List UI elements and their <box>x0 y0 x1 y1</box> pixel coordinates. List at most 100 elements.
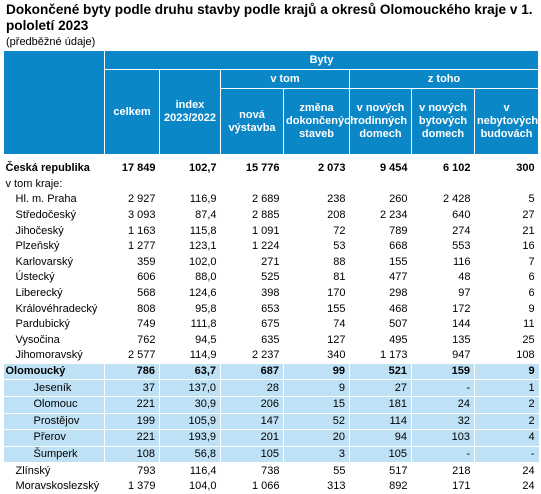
cell-rodinne: 27 <box>350 380 412 397</box>
cell-celkem: 793 <box>105 463 160 479</box>
cell-bytove: 159 <box>412 364 475 380</box>
cell-zmena: 20 <box>284 430 350 447</box>
cell-index: 193,9 <box>160 430 221 447</box>
cell-zmena: 81 <box>284 270 350 286</box>
header-celkem: celkem <box>105 70 160 155</box>
cell-zmena: 155 <box>284 301 350 317</box>
cell-bytove: - <box>412 380 475 397</box>
cell-bytove: 24 <box>412 396 475 413</box>
header-index: index 2023/2022 <box>160 70 221 155</box>
cell-rodinne: 521 <box>350 364 412 380</box>
cell-nebytove: 2 <box>475 396 539 413</box>
cell-rodinne: 155 <box>350 255 412 271</box>
row-label: Královéhradecký <box>4 301 105 317</box>
row-label: Jihomoravský <box>4 348 105 364</box>
cell-rodinne <box>350 177 412 193</box>
cell-celkem: 108 <box>105 446 160 463</box>
cell-bytove: 116 <box>412 255 475 271</box>
cell-bytove: 553 <box>412 239 475 255</box>
cell-nebytove: 24 <box>475 479 539 494</box>
cell-zmena: 313 <box>284 479 350 494</box>
row-label: Šumperk <box>4 446 105 463</box>
cell-nova: 147 <box>221 413 284 430</box>
row-label: Prostějov <box>4 413 105 430</box>
cell-celkem: 808 <box>105 301 160 317</box>
cell-bytove: 274 <box>412 223 475 239</box>
row-label: Moravskoslezský <box>4 479 105 494</box>
row-label: Pardubický <box>4 317 105 333</box>
cell-nebytove <box>475 177 539 193</box>
cell-nebytove: 27 <box>475 208 539 224</box>
cell-nebytove: 4 <box>475 430 539 447</box>
cell-nova: 1 224 <box>221 239 284 255</box>
row-label: Středočeský <box>4 208 105 224</box>
cell-nova: 206 <box>221 396 284 413</box>
table-title: Dokončené byty podle druhu stavby podle … <box>6 2 536 34</box>
cell-nova: 1 091 <box>221 223 284 239</box>
cell-bytove: 171 <box>412 479 475 494</box>
cell-nova: 201 <box>221 430 284 447</box>
cell-rodinne: 789 <box>350 223 412 239</box>
cell-celkem: 2 927 <box>105 192 160 208</box>
cell-nebytove: 300 <box>475 161 539 177</box>
cell-index: 137,0 <box>160 380 221 397</box>
cell-zmena: 3 <box>284 446 350 463</box>
cell-nebytove: - <box>475 446 539 463</box>
header-v-nebytovych: v nebytových budovách <box>475 89 539 155</box>
cell-nova: 675 <box>221 317 284 333</box>
cell-nova: 687 <box>221 364 284 380</box>
header-nova-vystavba: nová výstavba <box>221 89 284 155</box>
cell-nova: 398 <box>221 286 284 302</box>
cell-nova: 271 <box>221 255 284 271</box>
cell-rodinne: 114 <box>350 413 412 430</box>
cell-bytove: 103 <box>412 430 475 447</box>
cell-rodinne: 495 <box>350 333 412 349</box>
cell-nebytove: 21 <box>475 223 539 239</box>
cell-celkem <box>105 177 160 193</box>
cell-nebytove: 5 <box>475 192 539 208</box>
row-label: Karlovarský <box>4 255 105 271</box>
cell-bytove: 135 <box>412 333 475 349</box>
cell-index: 104,0 <box>160 479 221 494</box>
cell-bytove <box>412 177 475 193</box>
cell-index: 88,0 <box>160 270 221 286</box>
cell-index: 94,5 <box>160 333 221 349</box>
cell-index: 102,0 <box>160 255 221 271</box>
cell-index <box>160 177 221 193</box>
cell-bytove: 144 <box>412 317 475 333</box>
cell-nova: 1 066 <box>221 479 284 494</box>
cell-celkem: 199 <box>105 413 160 430</box>
cell-zmena: 72 <box>284 223 350 239</box>
cell-index: 63,7 <box>160 364 221 380</box>
cell-nova: 653 <box>221 301 284 317</box>
table-header: Byty celkem index 2023/2022 v tom z toho… <box>4 51 539 155</box>
cell-rodinne: 517 <box>350 463 412 479</box>
row-label: Zlínský <box>4 463 105 479</box>
row-label: Jeseník <box>4 380 105 397</box>
cell-zmena: 127 <box>284 333 350 349</box>
cell-nova: 105 <box>221 446 284 463</box>
cell-nebytove: 9 <box>475 301 539 317</box>
cell-rodinne: 260 <box>350 192 412 208</box>
cell-rodinne: 477 <box>350 270 412 286</box>
cell-celkem: 37 <box>105 380 160 397</box>
cell-zmena: 238 <box>284 192 350 208</box>
cell-index: 30,9 <box>160 396 221 413</box>
cell-celkem: 3 093 <box>105 208 160 224</box>
cell-zmena: 74 <box>284 317 350 333</box>
table-subtitle: (předběžné údaje) <box>6 36 95 49</box>
row-label: Olomouc <box>4 396 105 413</box>
cell-celkem: 221 <box>105 430 160 447</box>
cell-bytove: 947 <box>412 348 475 364</box>
cell-zmena: 9 <box>284 380 350 397</box>
cell-rodinne: 181 <box>350 396 412 413</box>
cell-nova: 525 <box>221 270 284 286</box>
cell-nova: 28 <box>221 380 284 397</box>
cell-nova: 635 <box>221 333 284 349</box>
